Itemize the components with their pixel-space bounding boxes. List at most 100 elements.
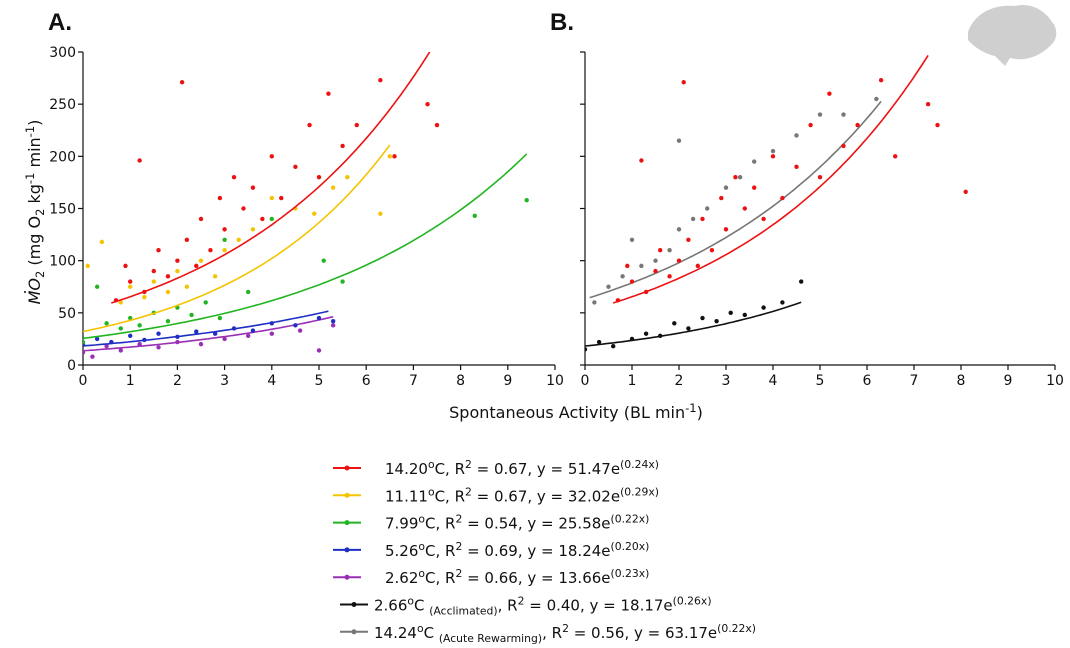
legend-label: 11.11oC, R2 = 0.67, y = 32.02e(0.29x): [385, 485, 659, 505]
point: [137, 323, 142, 328]
point: [681, 80, 686, 85]
point: [639, 263, 644, 269]
text-segment: o: [428, 458, 435, 471]
point: [629, 237, 635, 242]
text-segment: o: [417, 622, 424, 635]
text-segment: (0.22x): [611, 513, 650, 526]
point: [855, 122, 860, 128]
text-segment: o: [428, 485, 435, 498]
point: [217, 315, 223, 321]
point: [236, 237, 241, 242]
y-tick-label: 200: [49, 149, 76, 165]
series: [612, 54, 968, 304]
point: [123, 263, 128, 269]
text-segment: min: [25, 137, 44, 172]
point: [194, 329, 199, 334]
point: [212, 274, 218, 279]
point: [752, 185, 757, 190]
x-tick-label: 4: [267, 373, 276, 389]
point: [250, 227, 256, 232]
x-tick-label: 0: [581, 373, 590, 389]
x-tick-label: 8: [456, 373, 465, 389]
point: [260, 216, 265, 222]
text-segment: 14.24: [374, 624, 417, 642]
point: [165, 289, 171, 295]
point: [250, 328, 256, 333]
fit-curve: [83, 310, 329, 347]
point: [241, 206, 246, 211]
x-tick-label: 10: [546, 373, 564, 389]
point: [808, 122, 813, 128]
point: [827, 91, 832, 96]
text-segment: ): [25, 120, 44, 126]
point: [269, 331, 274, 336]
legend-marker: [344, 520, 350, 526]
text-segment: 2: [455, 567, 462, 580]
text-segment: (0.26x): [673, 595, 712, 608]
point: [316, 175, 322, 180]
text-segment: C: [414, 597, 429, 615]
text-segment: -1: [23, 126, 37, 137]
point: [208, 248, 213, 253]
point: [709, 248, 715, 253]
point: [194, 263, 199, 269]
x-tick-label: 5: [315, 373, 324, 389]
point: [231, 175, 237, 180]
point: [217, 195, 223, 201]
point: [770, 148, 776, 154]
point: [925, 101, 931, 107]
point: [817, 175, 823, 180]
point: [596, 339, 602, 345]
point: [151, 279, 156, 284]
point: [672, 321, 677, 326]
text-segment: C, R: [425, 569, 455, 587]
text-segment: -1: [23, 173, 37, 184]
point: [643, 331, 649, 336]
series: [83, 316, 336, 359]
point: [104, 344, 109, 349]
point: [606, 284, 611, 289]
x-tick-label: 0: [79, 373, 88, 389]
text-segment: 7.99: [385, 515, 418, 533]
point: [592, 300, 597, 305]
point: [246, 289, 251, 295]
legend-marker: [351, 629, 357, 635]
panel-title: B.: [550, 9, 574, 36]
x-axis-title: Spontaneous Activity (BL min-1): [449, 401, 703, 422]
point: [198, 258, 204, 263]
text-segment: 2.66: [374, 597, 407, 615]
text-segment: (Acute Rewarming): [439, 632, 542, 645]
text-segment: 2: [518, 595, 525, 608]
point: [893, 154, 898, 159]
series: [585, 279, 804, 352]
y-tick-label: 150: [49, 202, 76, 218]
y-axis-title: MO2 (mg O2 kg-1 min-1): [23, 120, 47, 305]
legend-label: 7.99oC, R2 = 0.54, y = 25.58e(0.22x): [385, 513, 649, 533]
text-segment: Spontaneous Activity (BL min: [449, 403, 685, 422]
point: [198, 341, 204, 347]
point: [222, 248, 227, 253]
point: [165, 318, 171, 324]
point: [799, 279, 804, 284]
point: [90, 354, 95, 359]
text-segment: C: [424, 624, 439, 642]
text-segment: o: [407, 595, 414, 608]
point: [118, 326, 123, 331]
point: [142, 294, 147, 300]
point: [794, 164, 799, 169]
text-segment: MO: [25, 278, 44, 304]
text-segment: o: [418, 540, 425, 553]
fit-curve: [111, 52, 431, 304]
point: [137, 158, 142, 163]
point: [728, 310, 733, 316]
point: [780, 300, 785, 305]
text-segment: (mg O: [25, 216, 44, 271]
point: [354, 122, 359, 128]
fit-curve: [83, 144, 391, 333]
point: [85, 263, 90, 269]
point: [935, 122, 940, 128]
text-segment: (0.24x): [620, 458, 659, 471]
point: [676, 138, 682, 143]
fit-curve: [589, 100, 882, 299]
point: [99, 239, 105, 245]
